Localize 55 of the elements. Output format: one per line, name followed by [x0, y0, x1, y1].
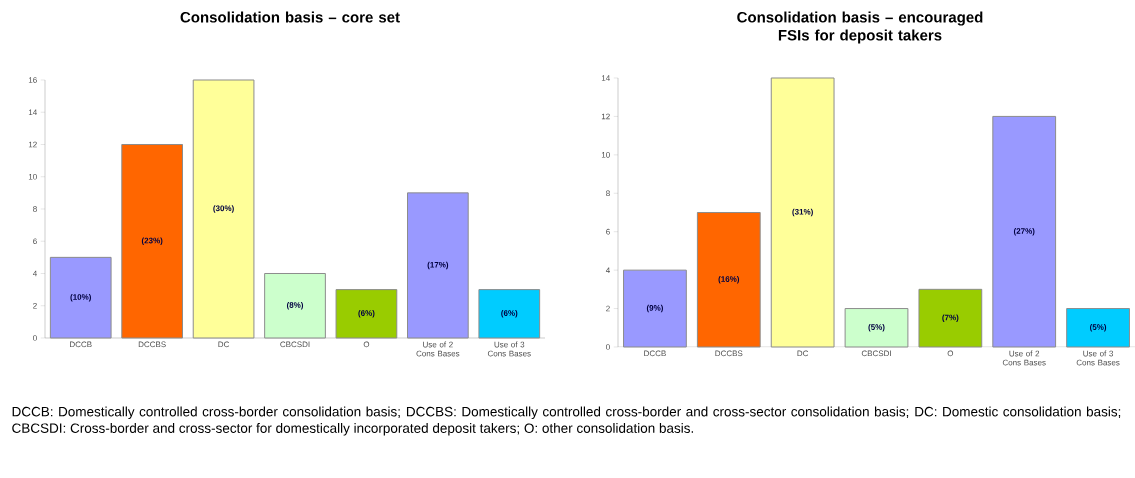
y-tick-label: 10: [28, 173, 37, 180]
x-tick-label: DCCBS: [138, 341, 166, 348]
annotation: (7%): [942, 314, 959, 322]
y-tick-label: 12: [28, 141, 37, 148]
chart-title: Consolidation basis – encouraged FSIs for deposit takers: [737, 11, 983, 44]
bar: [623, 269, 687, 348]
annotation: (8%): [286, 302, 304, 310]
bar: [844, 308, 909, 348]
bar: [1066, 308, 1130, 348]
y-tick-label: 12: [601, 113, 610, 120]
y-tick-label: 4: [605, 267, 610, 273]
x-tick-label: DC: [797, 350, 809, 357]
annotation: (23%): [141, 237, 163, 245]
x-tick-label: DCCB: [70, 341, 92, 348]
x-tick-label: Use of 3 Cons Bases: [1076, 350, 1120, 366]
y-tick-label: 6: [606, 228, 610, 235]
x-tick-label: Use of 3 Cons Bases: [487, 341, 531, 357]
y-tick-label: 2: [33, 302, 37, 309]
annotation: (5%): [868, 324, 885, 332]
y-tick-label: 8: [606, 190, 610, 197]
y-tick-label: 14: [28, 109, 37, 115]
x-tick-label: CBCSDI: [280, 341, 310, 348]
annotation: (6%): [358, 310, 375, 318]
annotation: (31%): [792, 208, 813, 217]
annotation: (30%): [213, 205, 234, 213]
y-tick-label: 0: [33, 335, 37, 341]
x-tick-label: O: [363, 341, 370, 348]
x-tick-label: O: [947, 350, 954, 357]
y-tick-label: 6: [33, 238, 37, 245]
annotation: (16%): [718, 276, 740, 284]
annotation: (10%): [70, 293, 91, 302]
annotation: (27%): [1013, 227, 1035, 236]
x-tick-label: Use of 2 Cons Bases: [416, 341, 460, 357]
y-tick-label: 14: [601, 75, 610, 81]
x-tick-label: CBCSDI: [861, 350, 891, 357]
annotation: (17%): [427, 261, 449, 270]
y-tick-label: 8: [33, 206, 37, 212]
bar: [696, 211, 761, 348]
text: DCCB: Domestically controlled cross-border consolidation basis; DCCBS: Domestically controlled cross-border and cross-sector consolidation basis; DC: Domestic consolidation basis; CBCSDI: Cross-border and cross-sector for domestically incorporated deposit takers; O: other consolidation basis.: [12, 406, 1121, 436]
bar: [770, 77, 835, 348]
x-tick-label: Use of 2 Cons Bases: [1002, 350, 1046, 366]
y-tick-label: 0: [606, 344, 610, 350]
bar: [918, 288, 983, 348]
annotation: (5%): [1090, 324, 1107, 332]
x-tick-label: DCCBS: [715, 350, 743, 357]
annotation: (9%): [646, 304, 663, 313]
y-tick-label: 16: [28, 77, 37, 83]
y-tick-label: 10: [601, 152, 610, 158]
annotation: (6%): [501, 310, 518, 318]
y-tick-label: 4: [32, 270, 37, 277]
y-tick-label: 2: [606, 305, 610, 312]
chart-title: Consolidation basis – core set: [180, 11, 400, 23]
x-tick-label: DC: [218, 341, 230, 348]
bar: [992, 115, 1057, 348]
x-tick-label: DCCB: [644, 350, 666, 357]
